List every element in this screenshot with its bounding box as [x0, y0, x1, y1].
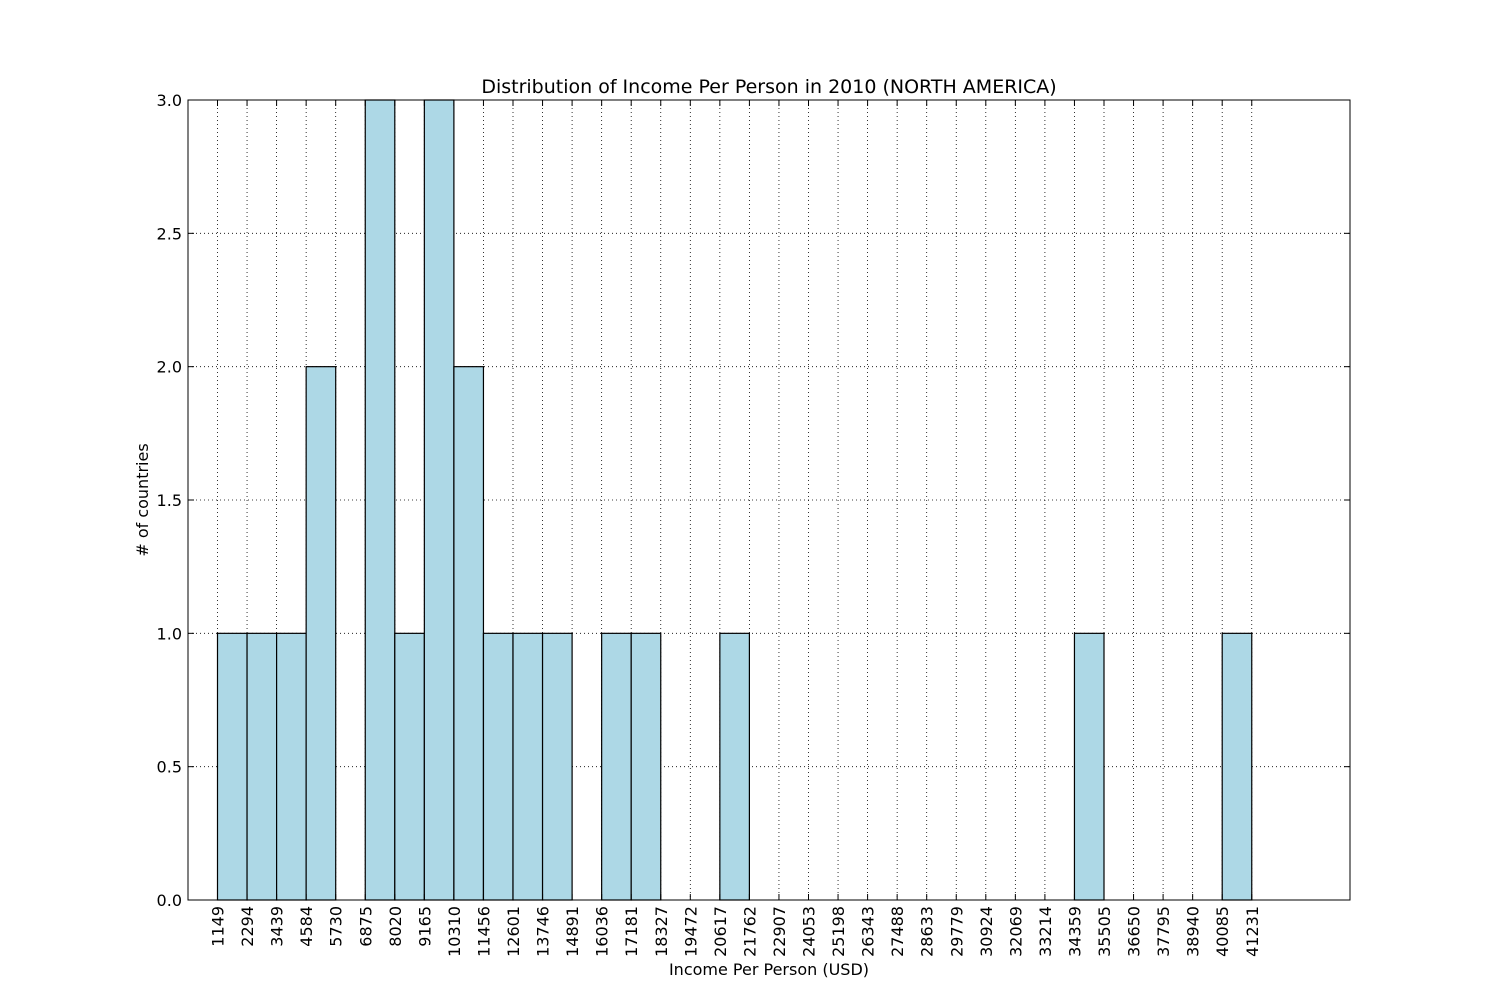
- histogram-bar: [630, 632, 662, 901]
- y-tick-label: 2.5: [157, 224, 182, 243]
- y-axis-label: # of countries: [133, 443, 152, 556]
- y-tick-labels: 0.0 0.5 1.0 1.5 2.0 2.5 3.0: [157, 91, 182, 910]
- histogram-bar: [453, 366, 485, 901]
- histogram-bar: [541, 632, 573, 901]
- histogram-bar: [364, 99, 396, 901]
- histogram-bar: [1221, 632, 1253, 901]
- x-tick-label: 12601: [504, 906, 523, 957]
- x-tick-labels: 1149 2294 3439 4584 5730 6875 8020 9165 10310 114…: [209, 906, 1262, 957]
- x-tick-label: 2294: [238, 906, 257, 947]
- x-tick-label: 18327: [652, 906, 671, 957]
- bars: [216, 99, 1253, 901]
- x-tick-label: 1149: [209, 906, 228, 947]
- x-tick-label: 30924: [977, 906, 996, 957]
- x-tick-label: 9165: [415, 906, 434, 947]
- x-tick-label: 13746: [534, 906, 553, 957]
- y-tick-label: 0.5: [157, 758, 182, 777]
- x-tick-label: 20617: [711, 906, 730, 957]
- histogram-bar: [394, 632, 425, 901]
- x-tick-label: 38940: [1184, 906, 1203, 957]
- histogram-bar: [482, 632, 514, 901]
- x-tick-label: 25198: [829, 906, 848, 957]
- grid-lines: [188, 100, 1350, 900]
- x-tick-label: 21762: [740, 906, 759, 957]
- y-tick-label: 1.0: [157, 624, 182, 643]
- x-tick-label: 14891: [563, 906, 582, 957]
- x-tick-label: 37795: [1154, 906, 1173, 957]
- histogram-bar: [601, 632, 632, 901]
- x-axis-label: Income Per Person (USD): [669, 960, 869, 979]
- x-tick-label: 10310: [445, 906, 464, 957]
- histogram-bar: [423, 99, 455, 901]
- histogram-bar: [276, 632, 307, 901]
- x-tick-label: 26343: [859, 906, 878, 957]
- histogram-bar: [1073, 632, 1105, 901]
- x-tick-label: 22907: [770, 906, 789, 957]
- tick-marks: [188, 99, 1350, 901]
- x-tick-label: 5730: [327, 906, 346, 947]
- x-tick-label: 17181: [622, 906, 641, 957]
- y-tick-label: 2.0: [157, 358, 182, 377]
- chart-title: Distribution of Income Per Person in 201…: [481, 76, 1056, 98]
- x-tick-label: 32069: [1006, 906, 1025, 957]
- histogram-bar: [216, 632, 248, 901]
- y-tick-label: 1.5: [157, 491, 182, 510]
- y-tick-label: 3.0: [157, 91, 182, 110]
- x-tick-label: 34359: [1065, 906, 1084, 957]
- x-tick-label: 28633: [918, 906, 937, 957]
- histogram-bar: [719, 632, 750, 901]
- x-tick-label: 41231: [1243, 906, 1262, 957]
- x-tick-label: 8020: [386, 906, 405, 947]
- x-tick-label: 36650: [1125, 906, 1144, 957]
- histogram-bar: [246, 632, 278, 901]
- y-tick-label: 0.0: [157, 891, 182, 910]
- histogram-bar: [512, 632, 544, 901]
- x-tick-label: 40085: [1213, 906, 1232, 957]
- x-tick-label: 27488: [888, 906, 907, 957]
- x-tick-label: 35505: [1095, 906, 1114, 957]
- x-tick-label: 24053: [800, 906, 819, 957]
- x-tick-label: 6875: [356, 906, 375, 947]
- x-tick-label: 16036: [593, 906, 612, 957]
- x-tick-label: 4584: [297, 906, 316, 947]
- histogram-bar: [305, 366, 337, 901]
- x-tick-label: 11456: [474, 906, 493, 957]
- x-tick-label: 19472: [681, 906, 700, 957]
- x-tick-label: 29779: [947, 906, 966, 957]
- x-tick-label: 33214: [1036, 906, 1055, 957]
- x-tick-label: 3439: [268, 906, 287, 947]
